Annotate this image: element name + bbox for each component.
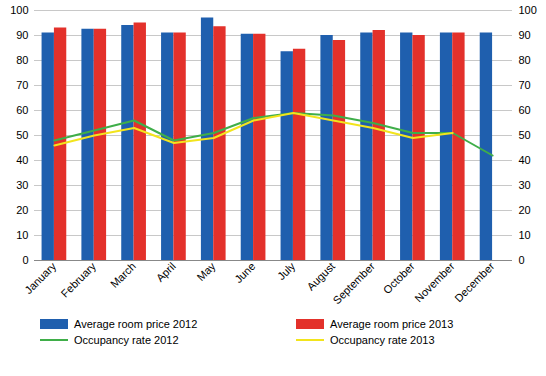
svg-text:70: 70 — [519, 79, 531, 91]
html-text:Occupancy rate 2012: Occupancy rate 2012 — [74, 334, 179, 346]
svg-text:30: 30 — [16, 179, 28, 191]
svg-text:December: December — [452, 260, 497, 305]
svg-text:90: 90 — [519, 29, 531, 41]
svg-text:80: 80 — [519, 54, 531, 66]
svg-text:April: April — [154, 260, 178, 284]
svg-text:40: 40 — [519, 154, 531, 166]
svg-text:February: February — [59, 260, 99, 300]
svg-text:November: November — [412, 260, 457, 305]
svg-text:September: September — [330, 260, 377, 307]
svg-text:October: October — [381, 260, 417, 296]
svg-text:60: 60 — [16, 104, 28, 116]
svg-text:50: 50 — [519, 129, 531, 141]
svg-text:100: 100 — [519, 4, 537, 16]
svg-text:100: 100 — [10, 4, 28, 16]
svg-text:90: 90 — [16, 29, 28, 41]
html-text:Average room price 2013: Average room price 2013 — [330, 318, 454, 330]
svg-text:20: 20 — [16, 204, 28, 216]
svg-text:August: August — [304, 260, 337, 293]
svg-text:July: July — [275, 260, 298, 283]
svg-text:50: 50 — [16, 129, 28, 141]
svg-text:10: 10 — [519, 229, 531, 241]
svg-text:40: 40 — [16, 154, 28, 166]
svg-text:70: 70 — [16, 79, 28, 91]
svg-text:0: 0 — [519, 254, 525, 266]
svg-text:10: 10 — [16, 229, 28, 241]
svg-text:20: 20 — [519, 204, 531, 216]
svg-text:March: March — [108, 260, 138, 290]
svg-text:January: January — [22, 260, 59, 297]
svg-text:30: 30 — [519, 179, 531, 191]
svg-text:80: 80 — [16, 54, 28, 66]
svg-text:June: June — [232, 260, 257, 285]
html-text:Average room price 2012: Average room price 2012 — [74, 318, 198, 330]
html-text:Occupancy rate 2013: Occupancy rate 2013 — [330, 334, 435, 346]
svg-text:May: May — [194, 260, 218, 284]
svg-text:60: 60 — [519, 104, 531, 116]
svg-text:0: 0 — [22, 254, 28, 266]
